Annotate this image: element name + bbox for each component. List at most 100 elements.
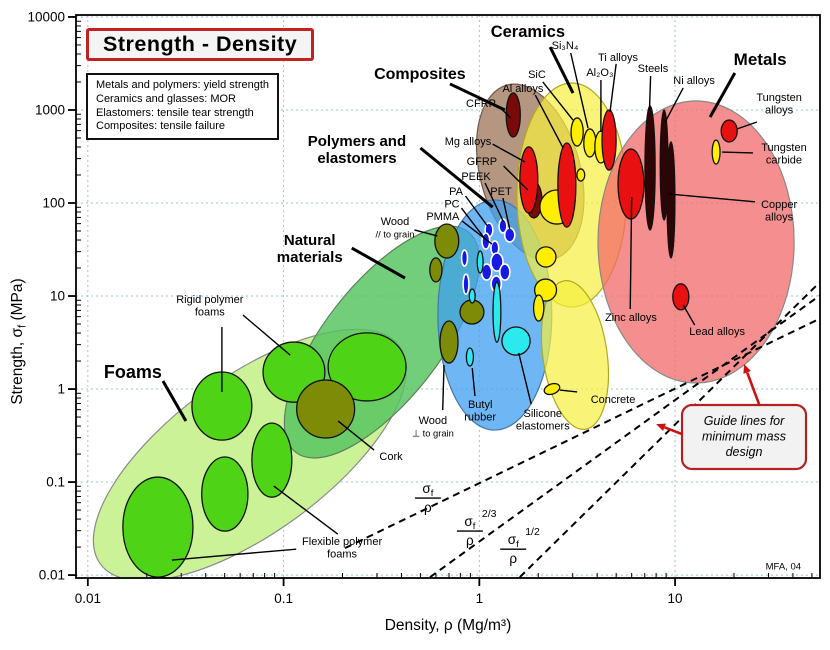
label-si3n4: Si₃N₄ — [552, 40, 579, 52]
leader-lead-alloys — [682, 304, 696, 326]
x-axis-title: Density, ρ (Mg/m³) — [385, 617, 512, 634]
label-pa: PA — [449, 186, 464, 198]
bubble-rigid-foam-3 — [327, 332, 407, 402]
label-lead-alloys: Lead alloys — [689, 326, 745, 338]
leader-tungsten-alloys — [736, 121, 758, 130]
leader-si3n4 — [570, 52, 589, 129]
measure-legend: Metals and polymers: yield strength Cera… — [86, 73, 280, 141]
label-butyl-rubber: Butyl rubber — [464, 399, 496, 423]
label-foams: Foams — [104, 362, 162, 382]
bubble-wood-perpendicular — [439, 320, 459, 364]
leader-ni-alloys — [664, 87, 684, 123]
guide-note-line-1: Guide lines for — [704, 414, 785, 428]
bubble-polymer-6 — [460, 249, 469, 267]
leader-metals — [708, 72, 737, 118]
leader-ti-alloys — [609, 63, 617, 113]
blob-ceramics-2 — [540, 280, 610, 431]
label-zinc-alloys: Zinc alloys — [605, 312, 657, 324]
leader-pa — [464, 195, 488, 227]
label-al2o3: Al₂O₃ — [586, 67, 613, 79]
bubble-tungsten-carbide — [711, 139, 721, 165]
bubble-concrete — [543, 382, 561, 396]
leader-ceramics — [548, 46, 575, 94]
y-axis-title: Strength, σf (MPa) — [9, 278, 29, 404]
legend-line-metals-polymers: Metals and polymers: yield strength — [96, 79, 270, 91]
bubble-ceramic-small — [576, 168, 586, 182]
fraction-numerator: σf — [422, 481, 433, 499]
plot-area — [76, 15, 820, 578]
label-tungsten-alloys: Tungsten alloys — [756, 92, 801, 116]
label-composites: Composites — [374, 66, 466, 83]
leader-zinc-alloys — [629, 196, 633, 310]
bubble-flexible-foam-3 — [251, 422, 293, 498]
label-peek: PEEK — [461, 171, 491, 183]
tick-label-y-10: 10 — [50, 289, 65, 304]
leader-wood-perpendicular — [442, 365, 445, 411]
guide-arrow-1-shaft — [745, 371, 762, 408]
bubble-elastomer-3 — [468, 288, 476, 304]
label-polymers-elastomers: Polymers and elastomers — [308, 133, 406, 167]
chart-title: Strength - Density — [86, 28, 315, 61]
bubble-glass-2 — [535, 246, 557, 268]
label-pet: PET — [490, 186, 512, 198]
legend-line-elastomers: Elastomers: tensile tear strength — [96, 106, 254, 119]
leader-gfrp — [503, 165, 529, 191]
tick-label-x-0.01: 0.01 — [75, 591, 101, 606]
label-cork: Cork — [379, 451, 403, 463]
watermark: MFA, 04 — [766, 561, 801, 572]
guide-line-sigma-12-over-rho — [519, 280, 820, 578]
guide-note-line-2: minimum mass — [702, 430, 786, 444]
leader-tungsten-carbide — [722, 151, 753, 154]
fraction-sigma-over-rho: σfρ — [414, 481, 441, 515]
leader-pmma — [461, 220, 493, 245]
bubble-wood-parallel — [434, 223, 460, 259]
leader-pet — [502, 197, 511, 230]
bubble-sic — [570, 117, 584, 147]
fraction-sigma-12-over-rho: σf 1/2 ρ — [500, 526, 540, 566]
bubble-mg-alloys — [519, 146, 539, 214]
fraction-denominator: ρ — [509, 551, 517, 566]
label-wood-perpendicular: Wood ⊥ to grain — [412, 415, 454, 438]
axis-ticks — [68, 16, 813, 586]
bubble-pet — [503, 227, 516, 243]
bubble-polymer-5 — [462, 273, 470, 296]
bubble-ti-alloys — [601, 109, 617, 171]
label-gfrp: GFRP — [467, 156, 498, 168]
bubble-cork — [296, 379, 356, 439]
bubble-tungsten-alloys — [720, 119, 738, 143]
label-concrete: Concrete — [591, 394, 636, 406]
bubble-silicone-elastomers — [501, 326, 531, 356]
legend-line-composites: Composites: tensile failure — [96, 120, 226, 133]
bubble-si3n4 — [583, 128, 597, 158]
label-copper-alloys: Copper alloys — [761, 199, 797, 223]
tick-label-x-10: 10 — [668, 591, 683, 606]
fraction-sigma-23-over-rho: σf 2/3 ρ — [456, 508, 497, 548]
leader-composites — [449, 82, 506, 112]
legend-line-ceramics-glasses: Ceramics and glasses: MOR — [96, 92, 236, 105]
guide-line-sigma-23-over-rho — [429, 294, 820, 578]
bubble-lead-alloys — [672, 283, 690, 311]
guide-note-box — [680, 403, 808, 471]
label-rigid-polymer-foams: Rigid polymer foams — [176, 294, 244, 318]
bubble-butyl-rubber — [465, 347, 475, 367]
label-cfrp: CFRP — [466, 98, 496, 110]
label-ti-alloys: Ti alloys — [598, 52, 638, 64]
tick-label-y-0.01: 0.01 — [39, 568, 65, 583]
label-flexible-polymer-foams: Flexible polymer foams — [302, 536, 382, 560]
leader-pc — [460, 207, 485, 239]
fraction-exponent: 1/2 — [525, 526, 540, 538]
leader-cfrp — [499, 107, 512, 119]
leader-flexible-polymer-foams-2 — [171, 548, 297, 561]
leader-flexible-polymer-foams — [273, 485, 339, 535]
guide-arrow-1-head — [743, 363, 751, 374]
label-metals: Metals — [734, 50, 787, 69]
bubble-elastomer-2 — [476, 250, 484, 274]
label-steels: Steels — [638, 63, 669, 75]
leader-polymers-elastomers — [419, 146, 494, 209]
fraction-denominator: ρ — [466, 533, 474, 548]
leader-peek — [484, 182, 505, 223]
leader-rigid-polymer-foams-2 — [242, 314, 291, 356]
guide-note-line-3: design — [726, 445, 763, 459]
